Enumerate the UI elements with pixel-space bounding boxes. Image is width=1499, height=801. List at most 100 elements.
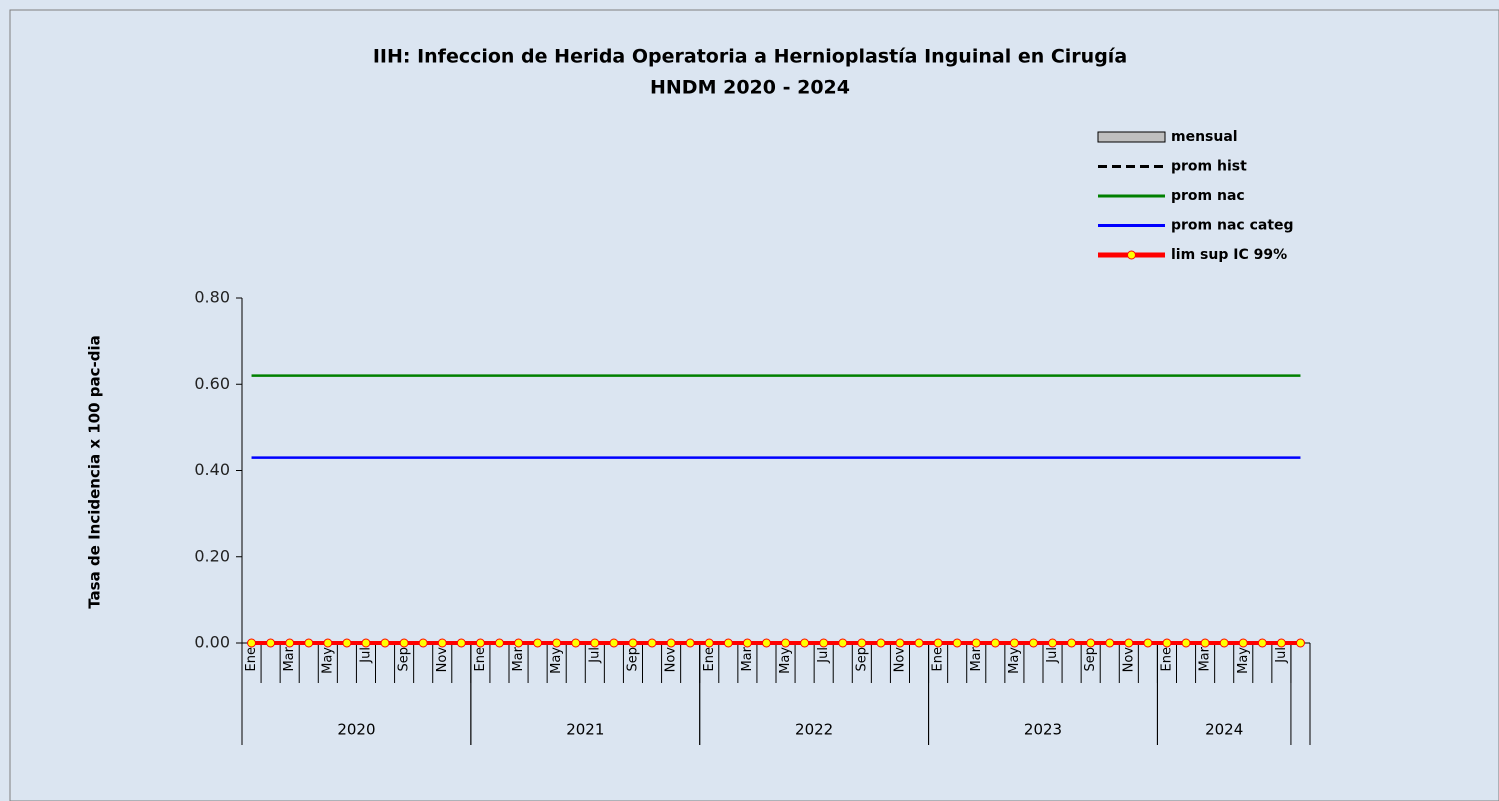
group-label: 2020 [337, 721, 375, 739]
x-tick-label: Nov [435, 647, 450, 673]
marker [494, 638, 504, 648]
x-tick-label: Nov [892, 647, 907, 673]
x-tick-label: May [1236, 647, 1251, 674]
marker [609, 638, 619, 648]
marker [1067, 638, 1077, 648]
marker [666, 638, 676, 648]
marker [781, 638, 791, 648]
marker [876, 638, 886, 648]
group-label: 2024 [1205, 721, 1243, 739]
y-tick-label: 0.40 [194, 460, 230, 479]
x-tick-label: Nov [1121, 647, 1136, 673]
marker [742, 638, 752, 648]
x-tick-label: Jul [358, 647, 373, 664]
marker [647, 638, 657, 648]
marker [971, 638, 981, 648]
marker [380, 638, 390, 648]
marker [1143, 638, 1153, 648]
x-tick-label: Ene [473, 647, 488, 671]
x-tick-label: Jul [587, 647, 602, 664]
x-tick-label: Nov [664, 647, 679, 673]
chart-title: IIH: Infeccion de Herida Operatoria a He… [373, 46, 1127, 68]
x-tick-label: Mar [1198, 646, 1213, 671]
marker [990, 638, 1000, 648]
marker [285, 638, 295, 648]
marker [418, 638, 428, 648]
marker [933, 638, 943, 648]
x-tick-label: Sep [854, 647, 869, 672]
marker [1009, 638, 1019, 648]
x-tick-label: Sep [625, 647, 640, 672]
marker [1295, 638, 1305, 648]
x-tick-label: Jul [1274, 647, 1289, 664]
legend-swatch [1097, 131, 1166, 143]
marker [1028, 638, 1038, 648]
marker [857, 638, 867, 648]
x-tick-label: May [549, 647, 564, 674]
marker [361, 638, 371, 648]
marker [685, 638, 695, 648]
marker [1276, 638, 1286, 648]
marker [475, 638, 485, 648]
marker [437, 638, 447, 648]
x-tick-label: Ene [702, 647, 717, 671]
marker [704, 638, 714, 648]
marker [1238, 638, 1248, 648]
marker [399, 638, 409, 648]
x-tick-label: May [320, 647, 335, 674]
marker [952, 638, 962, 648]
marker [723, 638, 733, 648]
marker [1257, 638, 1267, 648]
marker [800, 638, 810, 648]
x-tick-label: Ene [1159, 647, 1174, 671]
legend-label: prom nac categ [1171, 218, 1294, 234]
marker [247, 638, 257, 648]
x-tick-label: Ene [244, 647, 259, 671]
marker [895, 638, 905, 648]
marker [1219, 638, 1229, 648]
legend-label: prom hist [1171, 159, 1247, 175]
marker [761, 638, 771, 648]
x-tick-label: May [778, 647, 793, 674]
marker [571, 638, 581, 648]
x-tick-label: Mar [969, 646, 984, 671]
legend-marker [1127, 250, 1136, 260]
marker [342, 638, 352, 648]
marker [514, 638, 524, 648]
marker [323, 638, 333, 648]
marker [914, 638, 924, 648]
marker [1181, 638, 1191, 648]
x-tick-label: Jul [1045, 647, 1060, 664]
chart-border [9, 9, 1499, 801]
marker [533, 638, 543, 648]
marker [266, 638, 276, 648]
x-tick-label: Jul [816, 647, 831, 664]
marker [1048, 638, 1058, 648]
x-tick-label: Sep [397, 647, 412, 672]
marker [628, 638, 638, 648]
y-tick-label: 0.20 [194, 546, 230, 565]
legend-label: lim sup IC 99% [1171, 247, 1287, 263]
y-tick-label: 0.80 [194, 288, 230, 307]
marker [1124, 638, 1134, 648]
marker [838, 638, 848, 648]
group-label: 2021 [566, 721, 604, 739]
marker [819, 638, 829, 648]
marker [590, 638, 600, 648]
marker [552, 638, 562, 648]
group-label: 2023 [1024, 721, 1062, 739]
x-tick-label: Ene [931, 647, 946, 671]
chart-subtitle: HNDM 2020 - 2024 [650, 77, 850, 99]
marker [1105, 638, 1115, 648]
y-tick-label: 0.60 [194, 374, 230, 393]
marker [456, 638, 466, 648]
group-label: 2022 [795, 721, 833, 739]
y-tick-label: 0.00 [194, 633, 230, 652]
marker [304, 638, 314, 648]
marker [1162, 638, 1172, 648]
marker [1086, 638, 1096, 648]
x-tick-label: Sep [1083, 647, 1098, 672]
legend-label: mensual [1171, 129, 1238, 145]
